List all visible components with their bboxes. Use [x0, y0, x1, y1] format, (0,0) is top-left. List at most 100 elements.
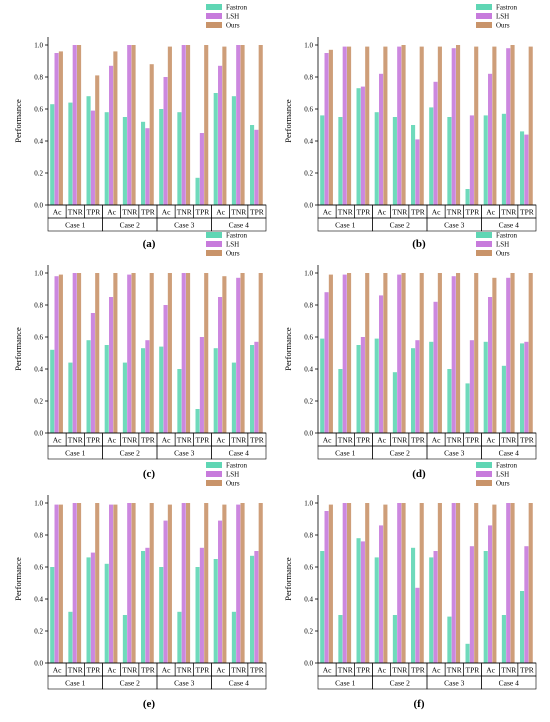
bar-lsh-6	[415, 139, 420, 205]
bar-fastron-1	[320, 338, 325, 433]
y-tick-label: 0.8	[34, 74, 43, 82]
y-tick-label: 0.2	[34, 170, 43, 178]
x-tick-label: TNR	[338, 666, 353, 675]
bar-fastron-3	[86, 340, 91, 433]
bar-fastron-2	[68, 611, 73, 663]
y-tick-label: 0.6	[34, 564, 43, 572]
legend-label-fastron: Fastron	[226, 4, 248, 12]
y-tick-label: 0.6	[304, 564, 313, 572]
bar-lsh-7	[433, 301, 438, 433]
group-cell	[481, 675, 537, 690]
x-tick-label: Ac	[323, 208, 332, 217]
bar-lsh-11	[236, 45, 241, 205]
x-tick-label: TPR	[196, 436, 210, 445]
bar-ours-1	[58, 504, 63, 663]
bar-ours-11	[240, 45, 245, 205]
bar-lsh-8	[451, 503, 456, 663]
y-axis-label: Performance	[283, 327, 293, 371]
group-label: Case 4	[229, 449, 249, 458]
x-tick-label: TNR	[447, 208, 462, 217]
group-label: Case 2	[390, 221, 410, 230]
bar-fastron-8	[177, 112, 182, 205]
bar-lsh-9	[199, 547, 204, 663]
legend-swatch-ours	[206, 22, 222, 28]
bar-lsh-10	[218, 65, 223, 205]
group-label: Case 4	[229, 679, 249, 688]
y-tick-label: 1.0	[304, 42, 313, 50]
x-tick-label: Ac	[432, 208, 441, 217]
group-cell	[481, 445, 537, 460]
bar-lsh-6	[145, 128, 150, 205]
y-tick-label: 0.4	[34, 138, 43, 146]
bar-ours-8	[456, 273, 461, 433]
bar-lsh-3	[90, 110, 95, 205]
group-label: Case 4	[499, 221, 519, 230]
bar-fastron-9	[195, 567, 200, 663]
x-tick-label: Ac	[323, 666, 332, 675]
bar-lsh-10	[218, 520, 223, 663]
group-cell	[211, 217, 267, 232]
bar-fastron-8	[177, 611, 182, 663]
x-tick-label: Ac	[53, 666, 62, 675]
x-tick-label: TNR	[231, 436, 246, 445]
bar-lsh-5	[397, 46, 402, 205]
bar-ours-7	[167, 504, 172, 663]
bar-ours-9	[204, 503, 209, 663]
x-tick-label: TPR	[520, 436, 534, 445]
y-tick-label: 0.4	[304, 366, 313, 374]
y-tick-label: 0.4	[34, 596, 43, 604]
legend-swatch-lsh	[206, 471, 222, 477]
bar-lsh-1	[324, 53, 329, 205]
chart-panel-6: 0.0 0.2 0.4 0.6 0.8 1.0 Performance Ac TNR TPR Ac T…	[283, 462, 537, 710]
y-axis-label: Performance	[283, 557, 293, 601]
bar-lsh-1	[324, 292, 329, 433]
legend-swatch-fastron	[476, 4, 492, 10]
bar-lsh-6	[415, 587, 420, 663]
x-tick-label: TNR	[177, 208, 192, 217]
bar-lsh-4	[109, 65, 114, 205]
x-tick-label: Ac	[377, 666, 386, 675]
x-tick-label: TPR	[250, 208, 264, 217]
bar-fastron-1	[320, 115, 325, 205]
group-cell	[211, 675, 267, 690]
x-tick-label: Ac	[216, 208, 225, 217]
bar-lsh-3	[360, 337, 365, 433]
bar-ours-11	[510, 45, 515, 205]
bar-fastron-9	[195, 177, 200, 205]
x-tick-label: TNR	[231, 666, 246, 675]
bar-lsh-7	[433, 551, 438, 663]
bar-lsh-11	[506, 503, 511, 663]
panel-label: (b)	[412, 238, 426, 250]
bar-lsh-4	[379, 295, 384, 433]
bar-fastron-12	[250, 125, 255, 205]
y-tick-label: 0.0	[304, 202, 313, 210]
x-tick-label: TNR	[501, 208, 516, 217]
group-label: Case 1	[65, 449, 85, 458]
y-tick-label: 0.2	[304, 170, 313, 178]
bar-lsh-8	[181, 45, 186, 205]
bar-ours-12	[528, 503, 533, 663]
bar-fastron-4	[374, 557, 379, 663]
bar-fastron-10	[213, 93, 218, 205]
bar-ours-8	[456, 45, 461, 205]
bar-fastron-6	[411, 125, 416, 205]
x-tick-label: TPR	[411, 208, 425, 217]
bar-ours-3	[95, 75, 100, 206]
bar-fastron-7	[159, 109, 164, 205]
bar-lsh-5	[127, 274, 132, 433]
group-label: Case 1	[335, 449, 355, 458]
bar-fastron-6	[411, 547, 416, 663]
bar-fastron-6	[141, 551, 146, 663]
bar-lsh-10	[488, 297, 493, 433]
bar-ours-5	[131, 45, 136, 205]
y-tick-label: 0.6	[304, 334, 313, 342]
bar-ours-5	[401, 45, 406, 205]
group-label: Case 3	[444, 221, 464, 230]
bar-ours-2	[77, 273, 82, 433]
bar-lsh-5	[127, 503, 132, 663]
bar-ours-8	[186, 45, 191, 205]
bar-lsh-1	[54, 504, 59, 663]
x-tick-label: TPR	[466, 666, 480, 675]
bar-ours-5	[131, 273, 136, 433]
